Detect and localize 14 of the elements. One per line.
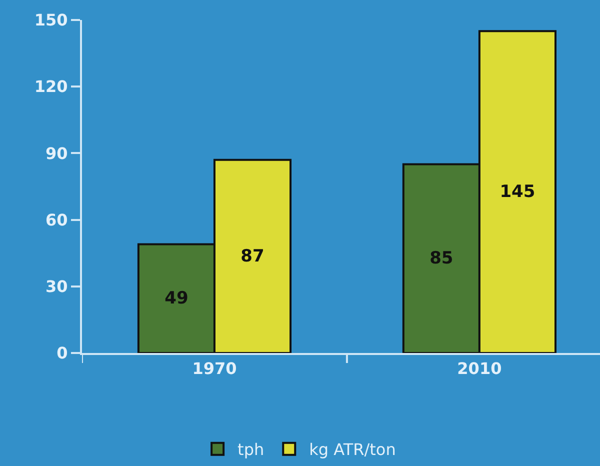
data-label: 85 [430, 248, 454, 269]
y-tick-label: 30 [46, 277, 68, 296]
y-tick-label: 0 [56, 344, 68, 363]
data-label: 87 [240, 246, 264, 266]
legend-label: tph [238, 440, 264, 460]
x-tick-label: 2010 [457, 359, 502, 378]
data-label: 49 [164, 288, 188, 309]
y-tick-label: 60 [46, 210, 68, 230]
y-tick-label: 120 [34, 77, 68, 96]
data-label: 145 [500, 182, 536, 202]
x-tick-label: 1970 [192, 359, 237, 378]
y-tick-label: 150 [34, 10, 68, 30]
legend-label: kg ATR/ton [309, 440, 396, 460]
y-tick-label: 90 [46, 144, 68, 163]
